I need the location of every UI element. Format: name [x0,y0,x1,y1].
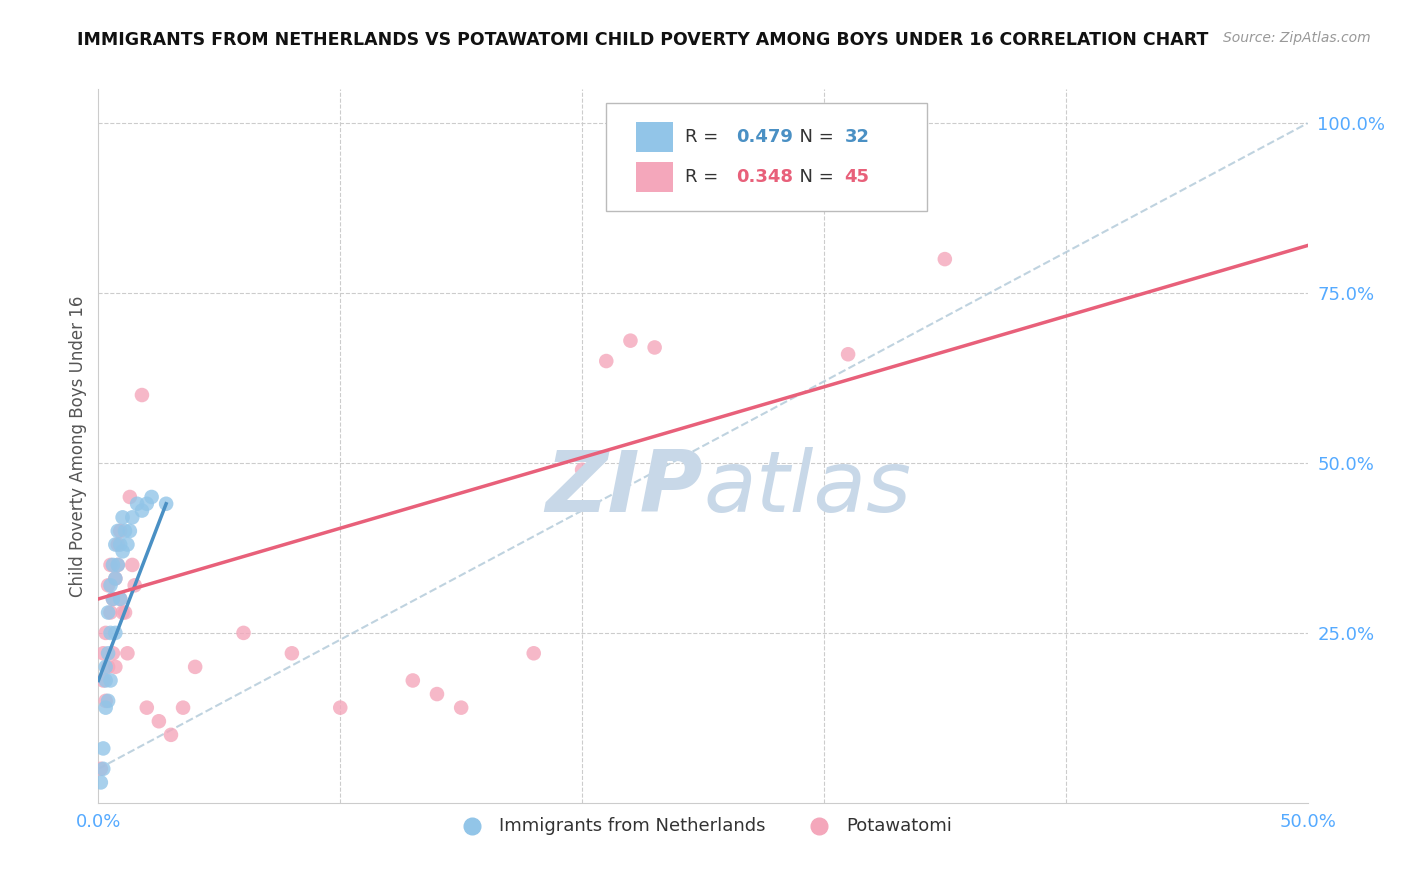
Point [91,646,114,660]
Point [329,700,352,714]
Point [91,741,114,756]
Point [91,762,114,776]
Point [117,646,139,660]
Text: 45: 45 [845,169,869,186]
Point [94,700,117,714]
Point [108,537,131,551]
Point [232,626,254,640]
Point [740,136,762,151]
Text: 32: 32 [845,128,869,145]
Text: 0.348: 0.348 [735,169,793,186]
Point [107,558,129,572]
Text: R =: R = [685,169,724,186]
Point [91,673,114,688]
Point [111,510,134,524]
Point [148,714,170,729]
Point [644,341,666,355]
Point [101,591,124,606]
Point [692,144,714,158]
Point [104,660,127,674]
Legend: Immigrants from Netherlands, Potawatomi: Immigrants from Netherlands, Potawatomi [446,810,960,842]
Point [97,578,120,592]
Point [114,606,136,620]
Point [155,497,177,511]
Point [100,673,122,688]
Point [184,660,207,674]
FancyBboxPatch shape [606,103,927,211]
Point [100,626,122,640]
Point [124,578,146,592]
Point [101,646,124,660]
Point [90,762,112,776]
Point [101,558,124,572]
Text: Source: ZipAtlas.com: Source: ZipAtlas.com [1223,31,1371,45]
Point [172,700,194,714]
Y-axis label: Child Poverty Among Boys Under 16: Child Poverty Among Boys Under 16 [69,295,87,597]
Point [523,646,546,660]
Point [104,572,127,586]
Point [101,591,124,606]
Point [97,694,120,708]
Point [121,510,143,524]
Point [94,660,117,674]
Point [90,775,112,789]
Point [121,558,143,572]
Point [837,347,859,361]
Point [111,606,134,620]
Point [118,490,141,504]
Point [595,354,617,368]
Point [118,524,141,538]
Point [450,700,472,714]
Point [789,136,811,151]
Point [100,578,122,592]
Point [94,694,117,708]
Text: 0.479: 0.479 [735,128,793,145]
Point [107,537,129,551]
Point [141,490,163,504]
Text: ZIP: ZIP [546,447,703,531]
Point [426,687,449,701]
Point [131,388,153,402]
Point [108,524,131,538]
Text: N =: N = [787,128,839,145]
Point [104,572,127,586]
Point [107,558,129,572]
Text: atlas: atlas [703,447,911,531]
Bar [637,162,672,193]
Bar [637,121,672,152]
Point [117,537,139,551]
Point [934,252,956,266]
Point [97,646,120,660]
Point [108,591,131,606]
Point [97,606,120,620]
Point [160,728,183,742]
Point [107,524,129,538]
Point [97,660,120,674]
Point [114,524,136,538]
Text: IMMIGRANTS FROM NETHERLANDS VS POTAWATOMI CHILD POVERTY AMONG BOYS UNDER 16 CORR: IMMIGRANTS FROM NETHERLANDS VS POTAWATOM… [77,31,1209,49]
Point [108,591,131,606]
Point [131,503,153,517]
Text: N =: N = [787,169,839,186]
Point [281,646,304,660]
Point [94,626,117,640]
Point [402,673,425,688]
Point [104,537,127,551]
Point [619,334,641,348]
Point [135,700,157,714]
Point [135,497,157,511]
Point [127,497,149,511]
Point [94,673,117,688]
Point [104,626,127,640]
Point [111,544,134,558]
Point [100,558,122,572]
Point [100,606,122,620]
Text: R =: R = [685,128,724,145]
Point [571,463,593,477]
